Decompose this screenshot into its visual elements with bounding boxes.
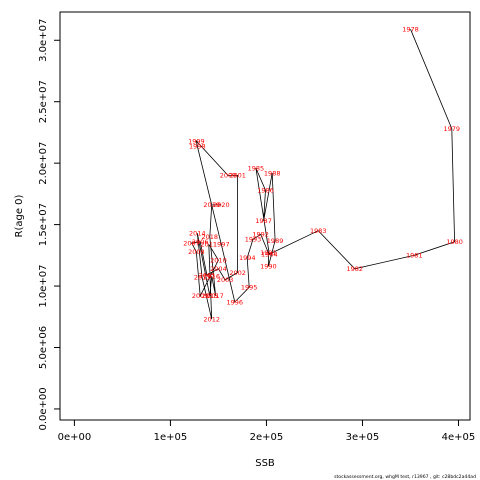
- year-label: 2018: [202, 233, 219, 241]
- year-label: 2014: [189, 230, 206, 238]
- year-label: 1990: [260, 263, 277, 271]
- y-tick-label: 2.0e+07: [38, 142, 49, 185]
- year-label: 2010: [210, 257, 227, 265]
- x-axis-label: SSB: [255, 458, 275, 469]
- year-label: 1996: [226, 298, 243, 306]
- year-label: 1984: [261, 250, 278, 258]
- x-tick-label: 0e+00: [58, 432, 92, 443]
- year-labels: 1978 1979 1980 1981 1982 1983 1984 1985 1986 1987…: [183, 26, 463, 324]
- year-label: 2007: [183, 239, 200, 247]
- year-label: 2008: [188, 248, 205, 256]
- year-label: 1980: [446, 238, 463, 246]
- year-label: 2015: [202, 292, 219, 300]
- year-label: 1989: [267, 237, 284, 245]
- year-label: 1987: [255, 217, 272, 225]
- year-label: 1986: [257, 186, 274, 194]
- y-tick-label: 0.0e+00: [38, 387, 49, 430]
- trajectory-line: [190, 29, 456, 320]
- year-label: 1992: [252, 231, 269, 239]
- x-tick-label: 4e+05: [442, 432, 476, 443]
- y-tick-label: 5.0e+06: [38, 326, 49, 369]
- y-tick-label: 1.0e+07: [38, 264, 49, 307]
- year-label: 2002: [229, 269, 246, 277]
- year-label: 1999: [188, 137, 205, 145]
- year-label: 1991: [260, 249, 277, 257]
- y-tick-label: 3.0e+07: [38, 19, 49, 62]
- plot-frame: [59, 11, 471, 421]
- year-label: 2006: [192, 238, 209, 246]
- year-label: 1982: [347, 265, 364, 273]
- year-label: 2003: [217, 276, 234, 284]
- year-label: 2001: [229, 172, 246, 180]
- y-axis-label: R(age 0): [14, 194, 25, 237]
- year-label: 1979: [443, 125, 460, 133]
- year-label: 2009: [192, 292, 209, 300]
- year-label: 1978: [402, 26, 419, 34]
- year-label: 1981: [406, 252, 423, 260]
- year-label: 2016: [203, 273, 220, 281]
- year-label: 2012: [203, 316, 220, 324]
- year-label: 2000: [220, 172, 237, 180]
- year-label: 1988: [264, 169, 281, 177]
- year-label: 2020: [213, 201, 230, 209]
- year-label: 1993: [245, 236, 262, 244]
- year-label: 1994: [239, 254, 256, 262]
- y-tick-label: 2.5e+07: [38, 80, 49, 123]
- year-label: 2017: [207, 292, 224, 300]
- year-label: 2019: [203, 201, 220, 209]
- year-label: 1998: [189, 142, 206, 150]
- recruitment-trajectory: [190, 29, 456, 320]
- x-tick-label: 3e+05: [346, 432, 380, 443]
- x-tick-label: 2e+05: [250, 432, 284, 443]
- year-label: 1997: [213, 241, 230, 249]
- y-axis: 0.0e+00 5.0e+06 1.0e+07 1.5e+07 2.0e+07 2.5e+…: [38, 19, 60, 431]
- x-tick-label: 1e+05: [154, 432, 188, 443]
- year-label: 2005: [199, 271, 216, 279]
- footer-text: stockassessment.org, whgM test, r13967 ,…: [334, 474, 476, 480]
- y-tick-label: 1.5e+07: [38, 203, 49, 246]
- year-label: 1995: [241, 284, 258, 292]
- year-label: 2004: [210, 265, 227, 273]
- year-label: 1985: [248, 164, 265, 172]
- year-label: 2011: [201, 241, 218, 249]
- x-axis: 0e+00 1e+05 2e+05 3e+05 4e+05: [58, 420, 476, 443]
- year-label: 1983: [310, 227, 327, 235]
- year-label: 2013: [194, 274, 211, 282]
